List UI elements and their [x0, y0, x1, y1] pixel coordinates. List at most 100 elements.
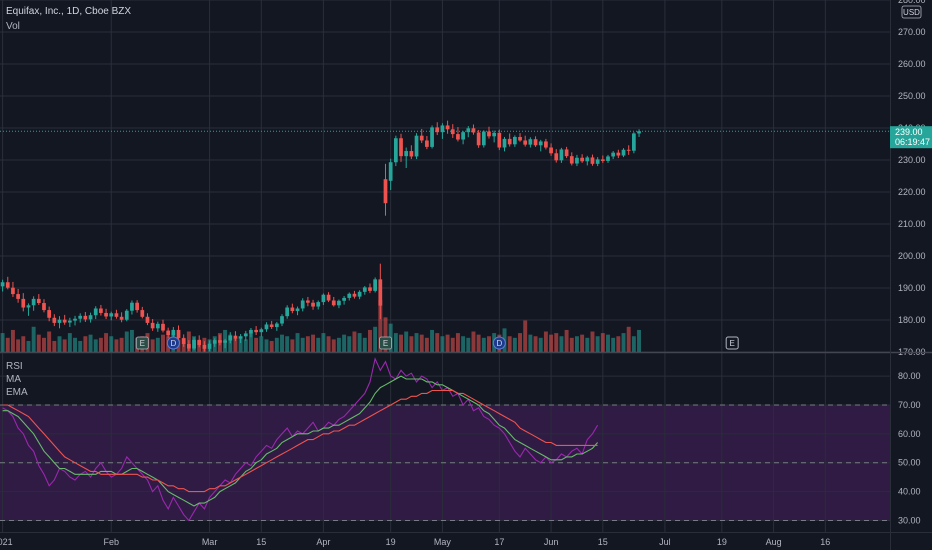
rsi-tick-label: 60.00: [898, 429, 921, 439]
volume-bar: [1, 333, 5, 352]
candle-body: [311, 303, 315, 307]
event-badge-d[interactable]: D: [167, 337, 179, 349]
event-badge-label: E: [140, 339, 145, 348]
volume-bar: [456, 333, 460, 352]
volume-bar: [259, 336, 263, 352]
candle-body: [342, 298, 346, 301]
candle-body: [213, 340, 217, 344]
rsi-legend-rsi: RSI: [6, 361, 23, 372]
rsi-tick-label: 70.00: [898, 400, 921, 410]
price-tick-label: 270.00: [898, 27, 926, 37]
price-tick-label: 220.00: [898, 187, 926, 197]
volume-bar: [430, 330, 434, 352]
candle-body: [513, 137, 517, 144]
event-badge-label: D: [496, 339, 502, 348]
x-tick-label: 19: [386, 537, 396, 547]
candle-body: [456, 134, 460, 139]
currency-badge[interactable]: USD: [902, 6, 921, 18]
volume-label: Vol: [6, 21, 20, 32]
volume-bar: [539, 338, 543, 352]
candle[interactable]: [415, 133, 419, 159]
event-badge-d[interactable]: D: [493, 337, 505, 349]
candle-body: [120, 317, 124, 320]
candle-body: [140, 310, 144, 317]
candle-body: [632, 133, 636, 150]
candle[interactable]: [632, 132, 636, 153]
volume-bar: [6, 338, 10, 352]
candle-body: [182, 338, 186, 344]
candle-body: [89, 315, 93, 319]
candle-body: [115, 313, 119, 317]
candle-body: [94, 308, 98, 315]
candle-body: [63, 320, 67, 323]
candle-body: [16, 294, 20, 299]
rsi-tick-label: 50.00: [898, 458, 921, 468]
candle-body: [627, 150, 631, 151]
candle-body: [322, 295, 326, 302]
last-price-tag: 239.00 06:19:47: [890, 126, 932, 148]
candle-body: [472, 128, 476, 132]
last-price-countdown: 06:19:47: [895, 137, 930, 147]
candle-body: [47, 310, 51, 318]
candle-body: [337, 301, 341, 305]
candle-body: [130, 303, 134, 311]
rsi-legend-ema: EMA: [6, 387, 28, 398]
candle[interactable]: [430, 125, 434, 148]
candle-body: [404, 151, 408, 156]
volume-bar: [358, 333, 362, 352]
event-badge-label: E: [730, 339, 735, 348]
candle-body: [384, 179, 388, 203]
volume-bar: [11, 330, 15, 352]
volume-bar: [342, 335, 346, 352]
candle-body: [394, 138, 398, 162]
price-tick-label: 210.00: [898, 219, 926, 229]
volume-bar: [373, 327, 377, 352]
candle[interactable]: [125, 309, 129, 321]
event-badge-label: D: [170, 339, 176, 348]
event-badge-e[interactable]: E: [379, 337, 391, 349]
volume-bar: [120, 338, 124, 352]
volume-bar: [461, 336, 465, 352]
volume-bar: [611, 338, 615, 352]
candle-body: [73, 319, 77, 321]
candle-body: [270, 324, 274, 327]
candle-body: [239, 336, 243, 338]
volume-bar: [415, 333, 419, 352]
candle-body: [482, 132, 486, 146]
candle-body: [275, 324, 279, 328]
candle[interactable]: [482, 130, 486, 147]
x-tick-label: Feb: [103, 537, 119, 547]
volume-bar: [89, 335, 93, 352]
candle-body: [622, 150, 626, 156]
candle-body: [539, 141, 543, 145]
volume-bar: [104, 333, 108, 352]
candle-body: [585, 157, 589, 161]
volume-bar: [332, 339, 336, 352]
candle[interactable]: [373, 277, 377, 292]
candle-body: [151, 323, 155, 328]
x-tick-label: 17: [494, 537, 504, 547]
candle-body: [259, 329, 263, 332]
candle-body: [347, 294, 351, 298]
candle[interactable]: [477, 130, 481, 148]
volume-bar: [477, 335, 481, 352]
candle[interactable]: [394, 136, 398, 166]
volume-bar: [47, 332, 51, 352]
volume-bar: [559, 336, 563, 352]
candle-body: [492, 133, 496, 137]
event-badge-e[interactable]: E: [136, 337, 148, 349]
rsi-tick-label: 30.00: [898, 515, 921, 525]
candle-body: [104, 313, 108, 317]
candle-body: [234, 336, 238, 339]
candle-body: [332, 300, 336, 305]
candle-body: [146, 317, 150, 323]
volume-bar: [575, 336, 579, 352]
volume-bar: [290, 339, 294, 352]
candle-body: [156, 324, 160, 328]
price-tick-label: 180.00: [898, 315, 926, 325]
volume-bar: [580, 335, 584, 352]
volume-bar: [554, 333, 558, 352]
volume-bar: [487, 336, 491, 352]
candle-body: [161, 324, 165, 331]
